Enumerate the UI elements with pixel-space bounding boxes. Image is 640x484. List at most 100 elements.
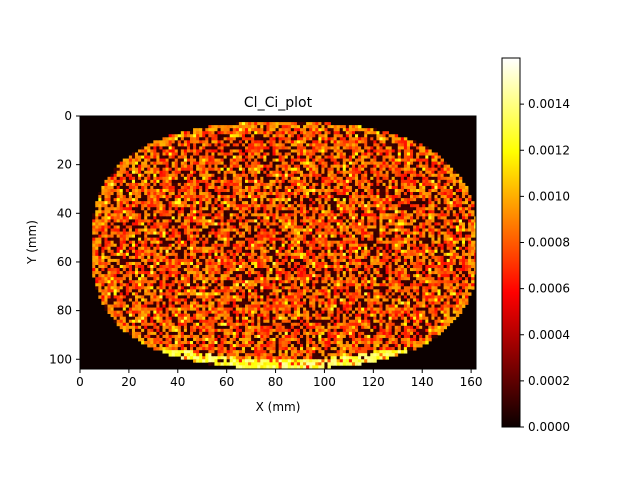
heatmap-cell (351, 137, 356, 141)
heatmap-cell (367, 252, 371, 257)
heatmap-cell (113, 216, 118, 220)
heatmap-cell (324, 255, 328, 260)
heatmap-cell (300, 122, 304, 126)
heatmap-cell (373, 179, 377, 184)
heatmap-cell (281, 146, 286, 150)
heatmap-cell (190, 237, 194, 242)
heatmap-cell (183, 255, 188, 260)
heatmap-cell (471, 210, 475, 214)
heatmap-cell (248, 134, 252, 138)
heatmap-cell (287, 246, 292, 251)
heatmap-cell (367, 216, 371, 220)
heatmap-cell (370, 179, 374, 184)
heatmap-cell (281, 246, 286, 251)
heatmap-cell (388, 228, 393, 232)
heatmap-cell (272, 192, 276, 196)
heatmap-cell (309, 240, 313, 245)
heatmap-cell (196, 173, 200, 178)
heatmap-cell (367, 231, 371, 235)
heatmap-cell (397, 252, 402, 257)
heatmap-cell (180, 137, 185, 141)
heatmap-cell (385, 222, 389, 226)
heatmap-cell (309, 201, 313, 205)
heatmap-cell (345, 213, 350, 217)
heatmap-cell (110, 188, 114, 193)
heatmap-cell (220, 195, 224, 199)
heatmap-cell (125, 210, 130, 214)
heatmap-cell (342, 249, 347, 254)
heatmap-cell (229, 198, 234, 202)
heatmap-cell (92, 249, 96, 254)
heatmap-cell (128, 182, 133, 187)
heatmap-cell (147, 185, 151, 190)
heatmap-cell (226, 128, 231, 132)
heatmap-cell (327, 252, 331, 257)
heatmap-cell (376, 170, 380, 175)
heatmap-cell (135, 201, 139, 205)
heatmap-cell (461, 213, 466, 217)
heatmap-cell (125, 170, 130, 175)
heatmap-cell (452, 182, 457, 187)
heatmap-cell (238, 201, 243, 205)
heatmap-cell (440, 188, 444, 193)
heatmap-cell (400, 216, 405, 220)
heatmap-cell (315, 167, 319, 172)
heatmap-cell (388, 134, 393, 138)
heatmap-cell (315, 170, 319, 175)
heatmap-cell (162, 179, 166, 184)
heatmap-cell (153, 219, 157, 223)
heatmap-cell (397, 146, 402, 150)
heatmap-cell (159, 146, 163, 150)
heatmap-cell (367, 204, 371, 208)
heatmap-cell (171, 134, 176, 138)
heatmap-cell (403, 210, 408, 214)
heatmap-cell (284, 152, 289, 156)
heatmap-cell (263, 195, 267, 199)
heatmap-cell (306, 122, 310, 126)
heatmap-cell (95, 231, 99, 235)
heatmap-cell (241, 234, 246, 238)
heatmap-cell (468, 228, 472, 232)
heatmap-cell (333, 152, 338, 156)
heatmap-cell (131, 234, 136, 238)
heatmap-cell (351, 179, 356, 184)
heatmap-cell (397, 179, 402, 184)
heatmap-cell (150, 213, 154, 217)
heatmap-cell (205, 246, 209, 251)
heatmap-cell (281, 240, 286, 245)
heatmap-cell (131, 228, 136, 232)
heatmap-cell (162, 255, 166, 260)
heatmap-cell (254, 210, 258, 214)
heatmap-cell (318, 222, 322, 226)
heatmap-cell (159, 185, 163, 190)
heatmap-cell (358, 222, 362, 226)
heatmap-cell (248, 216, 252, 220)
heatmap-cell (147, 213, 151, 217)
heatmap-cell (177, 222, 182, 226)
heatmap-cell (416, 249, 420, 254)
heatmap-cell (208, 246, 212, 251)
heatmap-cell (443, 234, 448, 238)
heatmap-cell (251, 228, 255, 232)
heatmap-cell (449, 210, 454, 214)
heatmap-cell (214, 198, 218, 202)
heatmap-cell (141, 188, 145, 193)
heatmap-cell (449, 222, 454, 226)
heatmap-cell (348, 246, 353, 251)
heatmap-cell (367, 234, 371, 238)
heatmap-cell (263, 219, 267, 223)
heatmap-cell (245, 176, 249, 181)
heatmap-cell (339, 228, 344, 232)
heatmap-cell (413, 143, 417, 147)
heatmap-cell (312, 173, 316, 178)
heatmap-cell (376, 140, 380, 144)
heatmap-cell (351, 143, 356, 147)
heatmap-cell (226, 195, 231, 199)
heatmap-cell (235, 195, 240, 199)
heatmap-cell (119, 219, 124, 223)
heatmap-cell (287, 137, 292, 141)
heatmap-cell (385, 234, 389, 238)
heatmap-cell (410, 255, 414, 260)
heatmap-cell (321, 155, 325, 159)
heatmap-cell (186, 173, 191, 178)
